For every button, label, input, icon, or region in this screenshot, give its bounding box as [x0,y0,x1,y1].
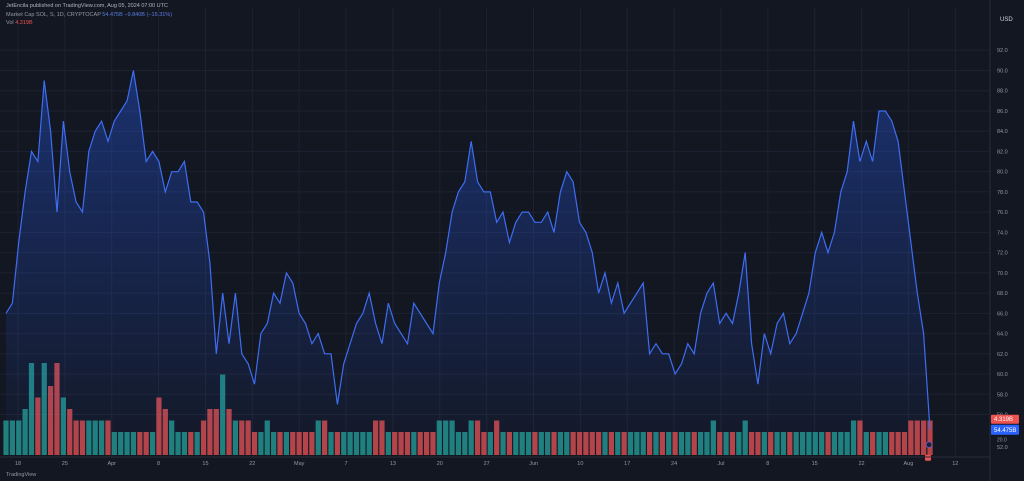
time-tick-label: 24 [671,461,677,467]
price-tick-label: 60.0 [997,372,1008,378]
price-tick-label: 76.0 [997,210,1008,216]
price-scale-bg [990,0,1024,481]
price-tick-label: 72.0 [997,251,1008,257]
time-tick-label: 7 [345,461,348,467]
price-tick-label: 68.0 [997,291,1008,297]
price-tick-label: 52.0 [997,445,1008,451]
last-vol-tag [991,414,1019,424]
time-tick-label: 17 [624,461,630,467]
time-tick-label: 13 [390,461,396,467]
price-tick-label: 70.0 [997,271,1008,277]
time-tick-label: Jun [529,461,538,467]
price-tick-label: 64.0 [997,332,1008,338]
time-tick-label: 15 [812,461,818,467]
price-area-fill [6,70,930,455]
time-tick-label: Jul [717,461,724,467]
price-tick-label: 84.0 [997,129,1008,135]
publisher-line: JetEncila published on TradingView.com, … [6,3,168,9]
series-title: Market Cap SOL, S, 1D, CRYPTOCAP [6,12,101,18]
time-tick-label: 27 [484,461,490,467]
time-tick-label: 12 [952,461,958,467]
series-legend[interactable]: Market Cap SOL, S, 1D, CRYPTOCAP 54.475B… [6,12,172,18]
price-tick-label: 92.0 [997,48,1008,54]
event-marker [925,441,933,449]
price-line [5,70,931,430]
time-scale: 18 25 Apr 8 15 22 May 7 13 20 27 Jun 10 17 24 Jul 8 15 22 A… [0,456,990,467]
time-tick-label: 22 [858,461,864,467]
tradingview-logo[interactable]: TradingView [6,472,37,478]
price-scale-unit: USD [1000,17,1013,23]
time-tick-label: 25 [62,461,68,467]
series-value: 54.475B [102,12,123,18]
price-tick-label: 74.0 [997,230,1008,236]
time-tick-label: Aug [904,461,914,467]
price-scale: USD 92.0 90.0 88.0 86.0 84.0 82.0 80.0 78.0 76.0 7… [925,0,1024,481]
time-tick-label: 8 [157,461,160,467]
price-tick-label: 66.0 [997,311,1008,317]
price-tick-label: 82.0 [997,149,1008,155]
last-vol-value: 4.319B [994,417,1013,423]
series-change: −9.840B (−15.31%) [124,12,173,18]
vol-value: 4.319B [15,20,33,26]
price-tick-label: 88.0 [997,89,1008,95]
time-tick-label: 20 [437,461,443,467]
vol-label: Vol [6,20,14,26]
price-tick-label: 62.0 [997,352,1008,358]
flag-marker [925,454,931,461]
volume-legend[interactable]: Vol 4.319B [6,20,33,26]
time-tick-label: 8 [766,461,769,467]
time-tick-label: 15 [202,461,208,467]
time-tick-label: 10 [577,461,583,467]
small-tag: 20.0 [997,438,1007,444]
last-price-tag [991,424,1019,435]
price-tick-label: 58.0 [997,392,1008,398]
time-tick-label: 22 [249,461,255,467]
last-price-value: 54.475B [994,428,1016,434]
price-tick-label: 86.0 [997,109,1008,115]
time-tick-label: Apr [107,461,116,467]
time-tick-label: 18 [15,461,21,467]
price-tick-label: 90.0 [997,68,1008,74]
price-tick-label: 80.0 [997,170,1008,176]
price-tick-label: 78.0 [997,190,1008,196]
time-tick-label: May [294,461,305,467]
